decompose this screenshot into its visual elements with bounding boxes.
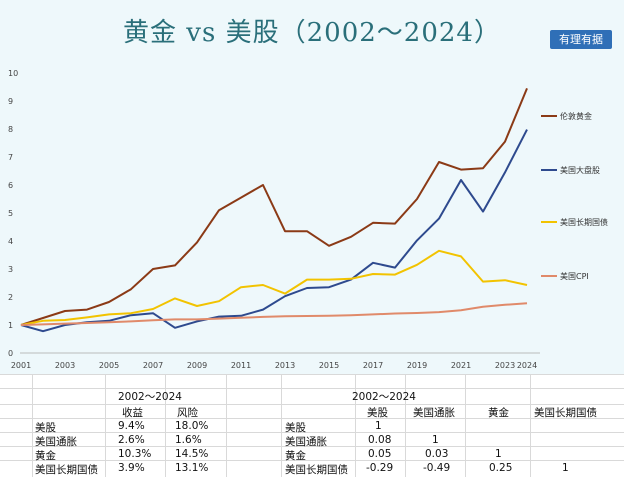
table-gridline xyxy=(165,374,166,477)
x-tick-label: 2011 xyxy=(231,361,251,370)
y-tick-label: 8 xyxy=(8,125,13,134)
y-tick-label: 5 xyxy=(8,209,13,218)
table-cell: 10.3% xyxy=(118,448,152,460)
table-cell: 1.6% xyxy=(175,434,202,446)
table-gridline xyxy=(32,374,33,477)
column-header: 风险 xyxy=(177,407,198,419)
y-tick-label: 7 xyxy=(8,153,13,162)
row-label: 美国长期国债 xyxy=(35,464,98,476)
y-tick-label: 2 xyxy=(8,293,13,302)
y-tick-label: 6 xyxy=(8,181,13,190)
table-cell: 13.1% xyxy=(175,462,209,474)
y-tick-label: 10 xyxy=(8,69,18,78)
table-cell: 3.9% xyxy=(118,462,145,474)
column-header: 收益 xyxy=(122,407,143,419)
row-label: 黄金 xyxy=(35,450,56,462)
y-tick-label: 1 xyxy=(8,321,13,330)
y-axis-ticks: 0 1 2 3 4 5 6 7 8 9 10 xyxy=(8,69,18,358)
x-tick-label: 2023 xyxy=(495,361,515,370)
x-tick-label: 2015 xyxy=(319,361,339,370)
table-gridline xyxy=(105,374,106,477)
table-cell: 0.03 xyxy=(425,448,449,460)
table-header: 2002～2024 xyxy=(118,391,182,403)
table-cell: 0.08 xyxy=(368,434,392,446)
table-cell: -0.49 xyxy=(423,462,451,474)
row-label: 美国通胀 xyxy=(35,436,77,448)
x-axis-ticks: 2001 2003 2005 2007 2009 2011 2013 2015 2017 2019… xyxy=(11,361,537,370)
row-label: 美国通胀 xyxy=(285,436,327,448)
legend-label: 美国CPI xyxy=(560,271,589,281)
series-line xyxy=(20,249,528,326)
table-gridline xyxy=(465,374,466,477)
legend-label: 伦敦黄金 xyxy=(560,111,592,121)
x-tick-label: 2003 xyxy=(55,361,75,370)
table-border-top xyxy=(0,374,624,375)
row-label: 黄金 xyxy=(285,450,306,462)
legend-label: 美国大盘股 xyxy=(560,165,600,175)
table-gridline xyxy=(226,374,227,477)
series-lines xyxy=(20,88,528,333)
row-label: 美股 xyxy=(285,422,306,434)
row-label: 美股 xyxy=(35,422,56,434)
table-cell: 14.5% xyxy=(175,448,209,460)
series-line xyxy=(20,129,528,333)
column-header: 美股 xyxy=(367,407,388,419)
x-tick-label: 2009 xyxy=(187,361,207,370)
table-header: 2002～2024 xyxy=(352,391,416,403)
table-gridline xyxy=(530,374,531,477)
table-cell: 1 xyxy=(495,448,502,460)
table-cell: 0.25 xyxy=(489,462,513,474)
row-label: 美国长期国债 xyxy=(285,464,348,476)
x-tick-label: 2019 xyxy=(407,361,427,370)
table-gridline xyxy=(405,374,406,477)
x-tick-label: 2017 xyxy=(363,361,383,370)
table-cell: 1 xyxy=(375,420,382,432)
table-cell: 2.6% xyxy=(118,434,145,446)
series-line xyxy=(20,88,528,326)
x-tick-label: 2013 xyxy=(275,361,295,370)
y-tick-label: 0 xyxy=(8,349,13,358)
table-gridline xyxy=(355,374,356,477)
column-header: 黄金 xyxy=(488,407,509,419)
table-cell: 0.05 xyxy=(368,448,392,460)
table-cell: 1 xyxy=(562,462,569,474)
table-cell: 1 xyxy=(432,434,439,446)
x-tick-label: 2007 xyxy=(143,361,163,370)
table-gridline xyxy=(0,418,624,419)
tables-area xyxy=(0,374,624,477)
table-gridline xyxy=(0,388,624,389)
y-tick-label: 4 xyxy=(8,237,13,246)
y-tick-label: 9 xyxy=(8,97,13,106)
series-line xyxy=(20,302,528,326)
table-cell: -0.29 xyxy=(366,462,394,474)
x-tick-label: 2024 xyxy=(517,361,537,370)
legend-label: 美国长期国债 xyxy=(560,217,608,227)
chart-title: 黄金 vs 美股（2002～2024） xyxy=(123,18,501,48)
x-tick-label: 2021 xyxy=(451,361,471,370)
table-gridline xyxy=(0,446,624,447)
x-tick-label: 2001 xyxy=(11,361,31,370)
table-gridline xyxy=(281,374,282,477)
source-badge: 有理有据 xyxy=(550,30,612,49)
table-gridline xyxy=(0,460,624,461)
table-gridline xyxy=(0,432,624,433)
x-tick-label: 2005 xyxy=(99,361,119,370)
table-gridline xyxy=(0,404,624,405)
column-header: 美国通胀 xyxy=(413,407,455,419)
line-chart: 0 1 2 3 4 5 6 7 8 9 10 2001 2003 2005 2007 2009 2011 201… xyxy=(8,69,608,370)
table-cell: 18.0% xyxy=(175,420,209,432)
y-tick-label: 3 xyxy=(8,265,13,274)
column-header: 美国长期国债 xyxy=(534,407,597,419)
table-cell: 9.4% xyxy=(118,420,145,432)
